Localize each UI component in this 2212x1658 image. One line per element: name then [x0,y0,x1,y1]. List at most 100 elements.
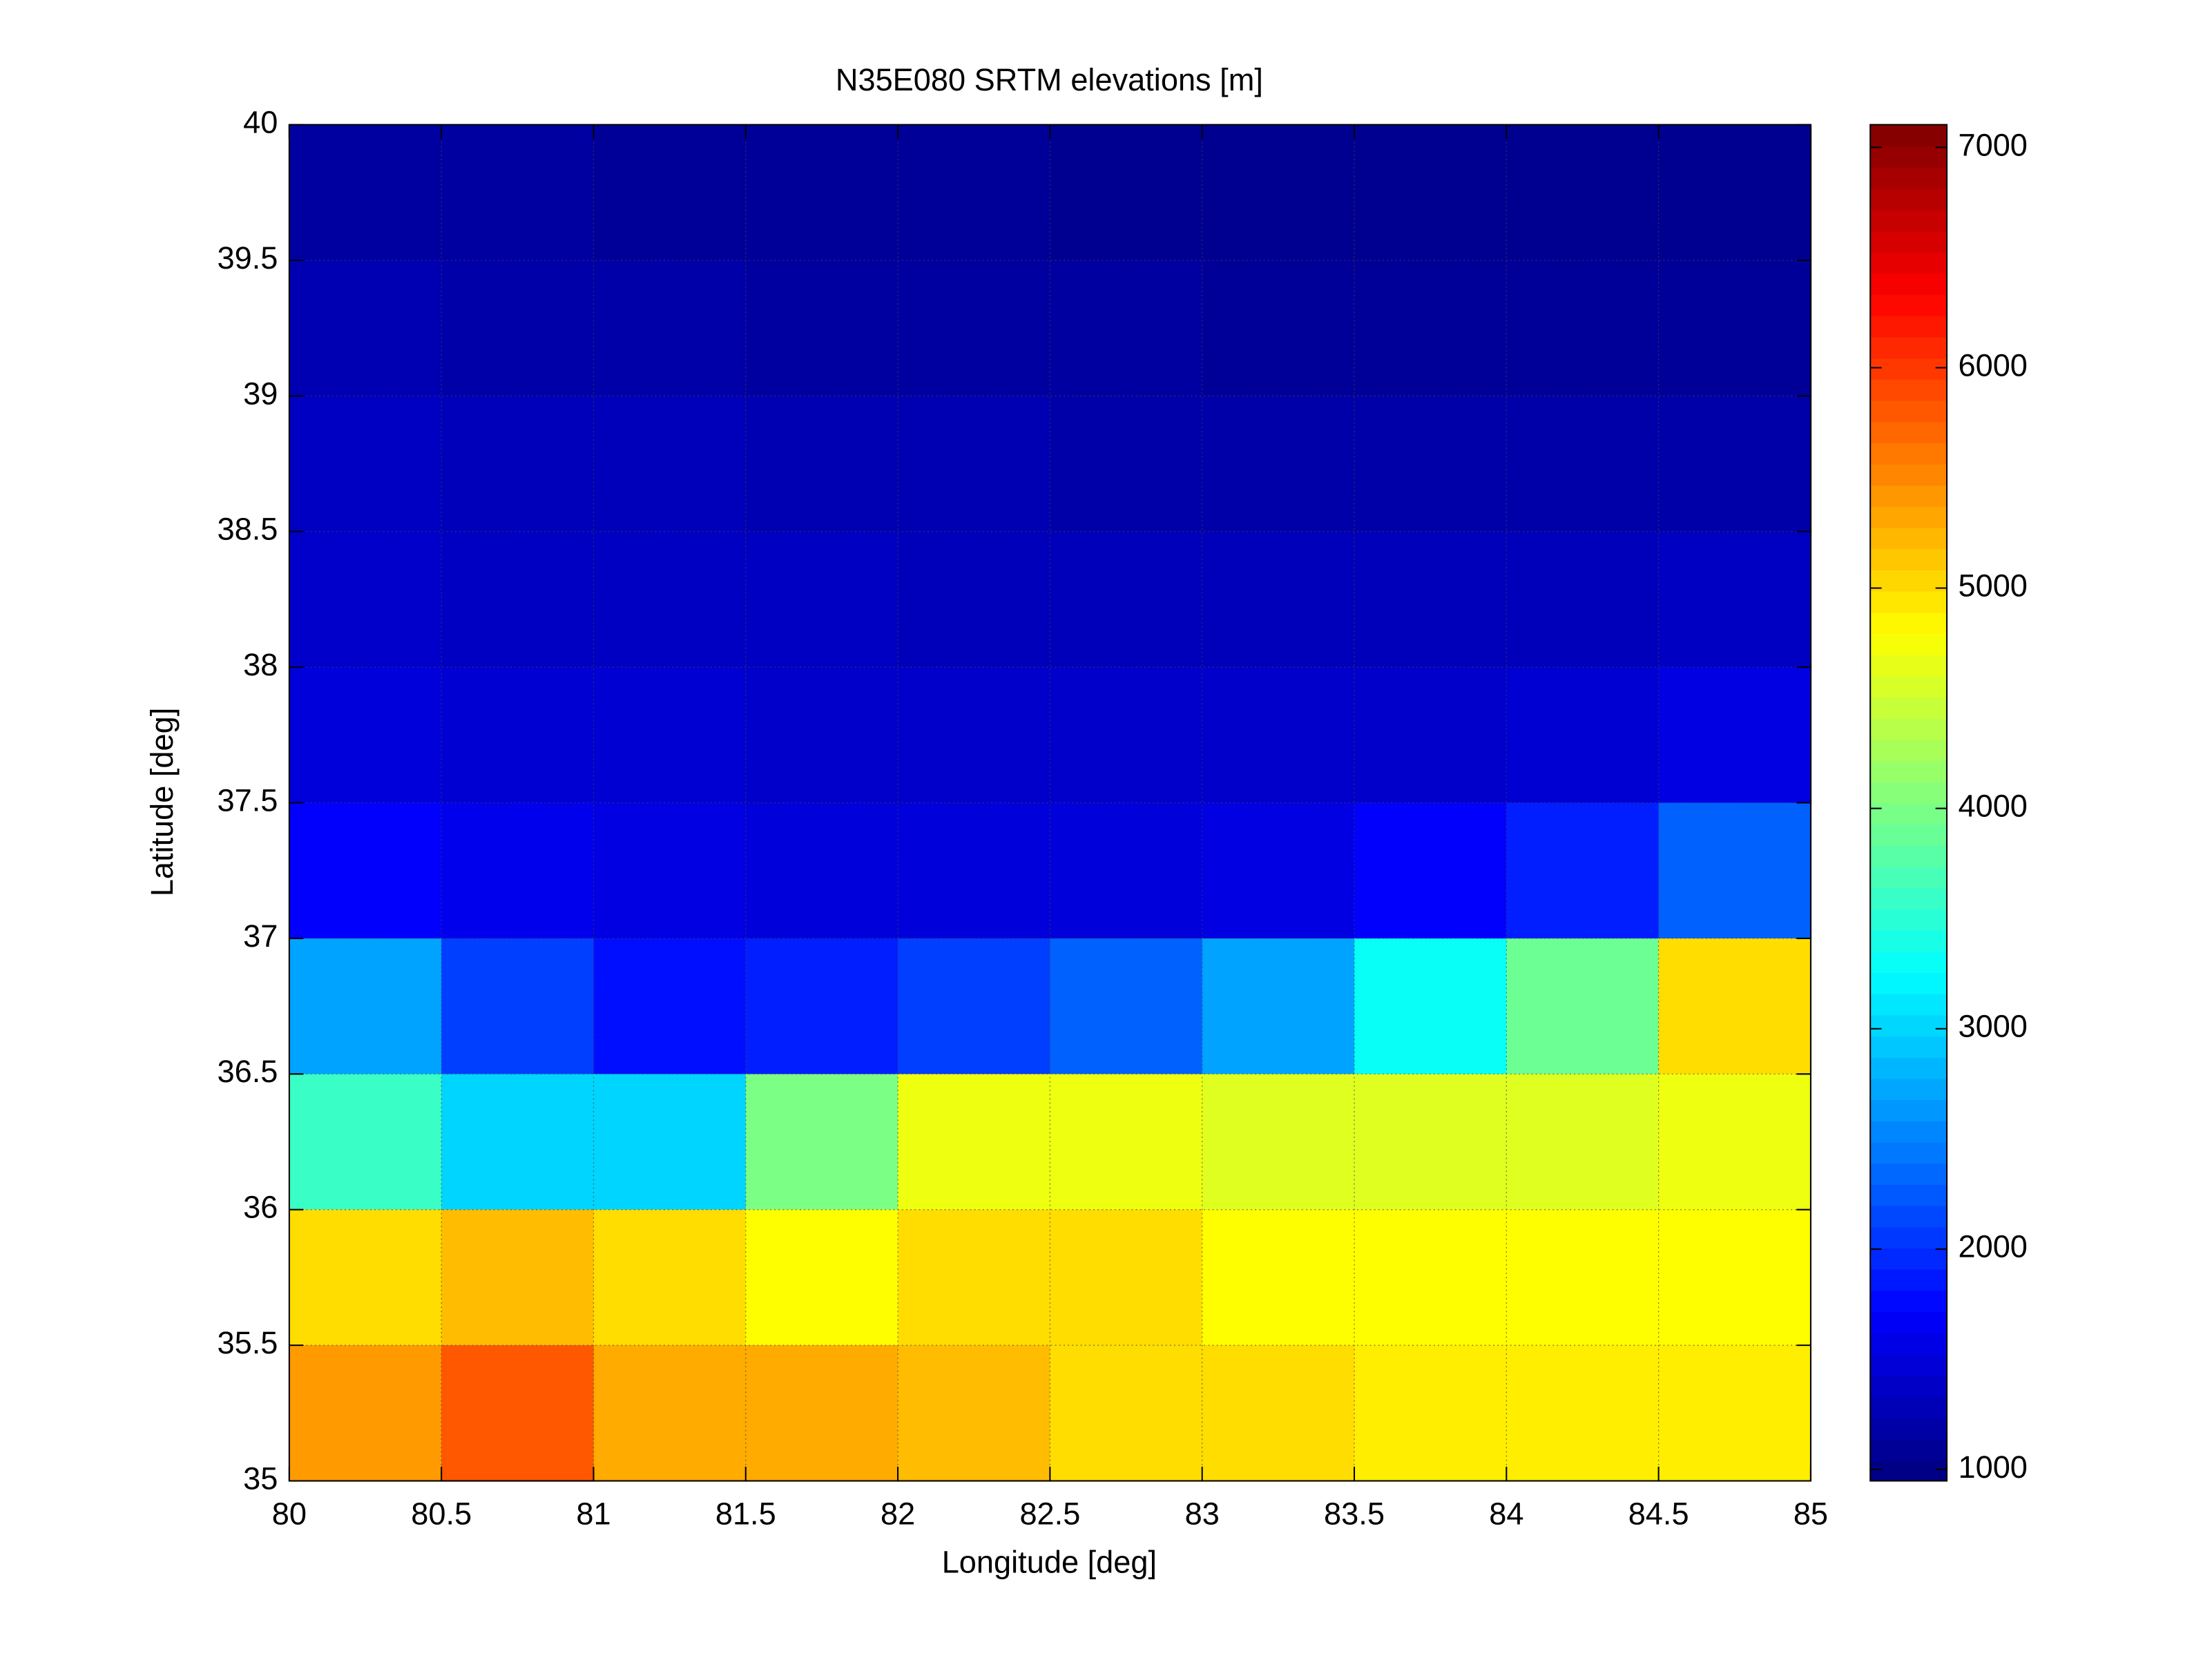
y-tick-label: 36 [243,1190,278,1225]
heat-cell [289,1209,443,1347]
colorbar-swatch [1870,1014,1947,1037]
y-tick-label: 36.5 [218,1054,278,1089]
heat-cell [289,1345,443,1482]
heat-cell [289,802,443,940]
heat-cell [745,1074,899,1211]
heat-cell [1050,1074,1203,1211]
heat-cell [1354,1209,1508,1347]
colorbar-swatch [1870,866,1947,889]
colorbar-swatch [1870,993,1947,1016]
heat-cell [745,802,899,940]
heat-cell [1506,124,1660,262]
heat-cell [1658,1074,1812,1211]
heat-cell [898,802,1051,940]
colorbar-swatch [1870,612,1947,635]
colorbar-swatch [1870,845,1947,867]
colorbar-swatch [1870,358,1947,380]
heat-cell [1202,1209,1356,1347]
heat-cell [289,124,443,262]
heat-cell [898,667,1051,804]
heat-cell [1354,531,1508,668]
heat-cell [593,667,747,804]
colorbar-swatch [1870,442,1947,465]
colorbar-swatch [1870,1247,1947,1270]
x-tick-label: 85 [1793,1496,1828,1532]
colorbar-swatch [1870,527,1947,550]
heat-cell [1354,124,1508,262]
heat-cell [1658,938,1812,1075]
plot-frame [288,124,1811,1482]
heat-cell [1202,1345,1356,1482]
colorbar-swatch [1870,1375,1947,1397]
colorbar-swatch [1870,781,1947,804]
colorbar-swatch [1870,887,1947,909]
heat-cell [745,667,899,804]
colorbar-tick-label: 4000 [1958,789,2027,824]
y-tick-label: 35.5 [218,1325,278,1360]
heat-cell [1354,938,1508,1075]
colorbar-swatch [1870,209,1947,232]
heat-cell [1354,260,1508,397]
heat-cell [898,1345,1051,1482]
colorbar-swatch [1870,590,1947,613]
heat-cell [289,1074,443,1211]
colorbar-swatch [1870,908,1947,931]
heat-cell [1506,531,1660,668]
heat-cell [1506,802,1660,940]
colorbar-swatch [1870,1163,1947,1185]
heat-cell [1354,1074,1508,1211]
heat-cell [1050,531,1203,668]
heat-cell [745,531,899,668]
heat-cell [1050,938,1203,1075]
colorbar-swatch [1870,421,1947,443]
heat-cell [1202,938,1356,1075]
y-tick-label: 38 [243,647,278,682]
colorbar-swatch [1870,400,1947,423]
colorbar-swatch [1870,1205,1947,1228]
heat-cell [898,396,1051,532]
heat-cell [1658,396,1812,532]
heat-cell [1506,260,1660,397]
heat-cell [1506,1209,1660,1347]
colorbar-swatch [1870,188,1947,211]
heat-cell [441,1209,595,1347]
heat-cell [441,1345,595,1482]
y-tick-label: 39 [243,376,278,411]
colorbar-swatch [1870,1036,1947,1058]
heat-cell [1050,1209,1203,1347]
colorbar-swatch [1870,146,1947,168]
heat-cell [1202,1074,1356,1211]
heat-cell [898,938,1051,1075]
heat-cell [1050,667,1203,804]
heat-cell [593,802,747,940]
heat-cell [593,531,747,668]
heat-cell [441,531,595,668]
colorbar-swatch [1870,1353,1947,1376]
heat-cell [1050,802,1203,940]
heat-cell [289,260,443,397]
colorbar-swatch [1870,1226,1947,1249]
heat-cell [593,396,747,532]
x-tick-label: 84 [1489,1496,1523,1532]
colorbar-swatch [1870,929,1947,952]
colorbar-swatch [1870,1396,1947,1418]
colorbar-swatch [1870,1184,1947,1206]
heat-cell [745,396,899,532]
heat-cell [745,124,899,262]
heat-cell [441,802,595,940]
colorbar-swatch [1870,315,1947,338]
heat-cell [1658,1209,1812,1347]
colorbar-swatch [1870,951,1947,974]
colorbar-swatch [1870,294,1947,316]
colorbar-tick-label: 6000 [1958,347,2027,383]
heat-cell [441,667,595,804]
x-tick-label: 83 [1185,1496,1220,1532]
heat-cell [1202,260,1356,397]
x-axis-label: Longitude [deg] [942,1544,1157,1579]
colorbar-swatch [1870,505,1947,528]
colorbar-swatch [1870,336,1947,359]
heat-cell [898,1209,1051,1347]
colorbar-swatch [1870,1120,1947,1143]
colorbar-swatch [1870,1290,1947,1313]
colorbar-swatch [1870,124,1947,147]
